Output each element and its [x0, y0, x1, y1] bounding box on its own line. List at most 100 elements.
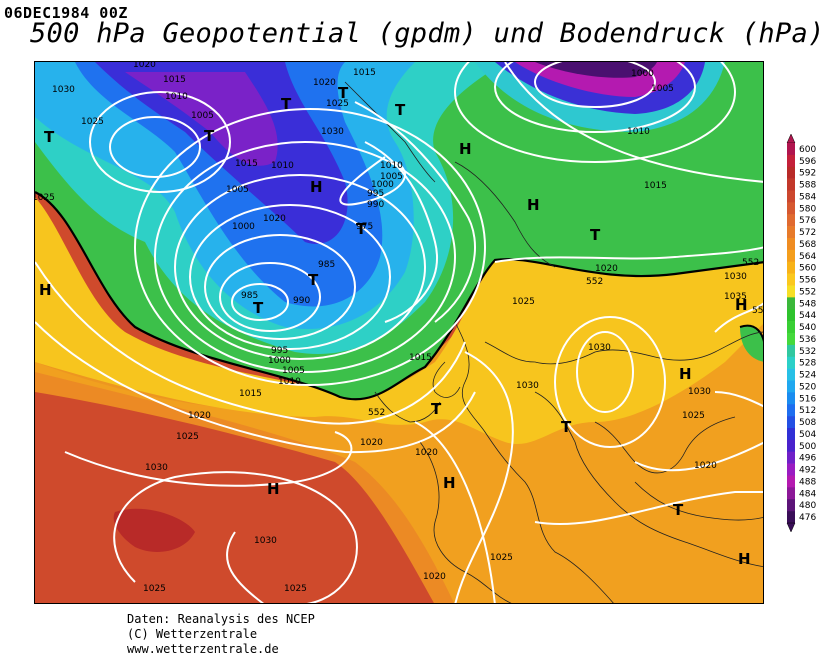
isohypse-label: 552 [742, 258, 759, 268]
geopotential-fill-hot-core [113, 508, 195, 552]
low-pressure-marker: T [395, 101, 406, 119]
credit-data-source: Daten: Reanalysis des NCEP [127, 612, 315, 626]
high-pressure-marker: H [738, 550, 751, 568]
isobar-label: 1015 [353, 68, 376, 78]
colorbar-tick-label: 492 [799, 466, 816, 476]
colorbar-tick-label: 548 [799, 299, 816, 309]
low-pressure-marker: T [590, 226, 601, 244]
isobar-label: 1025 [284, 584, 307, 594]
colorbar-swatch [787, 309, 795, 322]
colorbar-swatch [787, 238, 795, 251]
colorbar-swatch [787, 344, 795, 358]
colorbar-swatch [787, 333, 795, 346]
colorbar-swatch [787, 416, 795, 429]
isobar-label: 1030 [724, 272, 747, 282]
isobar-label: 1025 [176, 432, 199, 442]
isobar-label: 1000 [232, 222, 255, 232]
colorbar-swatch [787, 511, 795, 524]
weather-map: 552 552 552 552 1015 1030 1025 1010 1005… [34, 61, 764, 604]
isobar-label: 1010 [380, 161, 403, 171]
isobar-label: 1010 [627, 127, 650, 137]
isobar-label: 1020 [360, 438, 383, 448]
low-pressure-marker: T [253, 299, 264, 317]
isobar-label: 990 [367, 200, 384, 210]
geopotential-fill-east-green [740, 325, 763, 362]
colorbar-tick-label: 496 [799, 454, 816, 464]
colorbar-swatch [787, 428, 795, 441]
isohypse-label: 552 [368, 408, 385, 418]
high-pressure-marker: H [443, 474, 456, 492]
isobar-label: 995 [271, 346, 288, 356]
colorbar-tick-label: 528 [799, 359, 816, 369]
isobar-label: 1000 [371, 180, 394, 190]
colorbar-swatch [787, 261, 795, 274]
colorbar-swatch [787, 475, 795, 488]
colorbar-swatch [787, 285, 795, 298]
isobar-label: 1025 [326, 99, 349, 109]
isobar-label: 975 [356, 222, 373, 232]
isobar-label: 1000 [268, 356, 291, 366]
colorbar-swatch [787, 154, 795, 168]
colorbar-tick-label: 552 [799, 287, 816, 297]
isobar-label: 1010 [278, 377, 301, 387]
isobar-labels: 1015 1030 1025 1010 1005 1020 1025 1015 … [35, 62, 747, 594]
isobar-label: 1015 [163, 75, 186, 85]
isobar-label: 1020 [188, 411, 211, 421]
colorbar-swatch [787, 463, 795, 476]
high-pressure-marker: H [310, 178, 323, 196]
colorbar-tick-label: 532 [799, 347, 816, 357]
isobar-label: 1015 [235, 159, 258, 169]
colorbar-tick-label: 520 [799, 382, 816, 392]
low-pressure-marker: T [431, 400, 442, 418]
isobar-label: 1025 [35, 193, 55, 203]
colorbar-swatch [787, 190, 795, 203]
colorbar-tick-label: 536 [799, 335, 816, 345]
geopotential-fill-purple [125, 72, 278, 166]
credit-copyright: (C) Wetterzentrale [127, 627, 258, 641]
colorbar-swatch [787, 487, 795, 500]
high-pressure-marker: H [267, 480, 280, 498]
isobar-label: 1030 [516, 381, 539, 391]
colorbar-swatch [787, 451, 795, 464]
isobar-label: 1015 [644, 181, 667, 191]
isobar-label: 1025 [143, 584, 166, 594]
colorbar-tick-label: 480 [799, 501, 816, 511]
isobar-label: 1005 [380, 172, 403, 182]
colorbar-tick-label: 508 [799, 418, 816, 428]
pressure-centers: T T T T T T T T T T T T H H H H H H H H [39, 84, 751, 568]
isobar-label: 990 [293, 296, 310, 306]
colorbar-swatch [787, 178, 795, 191]
isobar-label: 1030 [688, 387, 711, 397]
isobar-label: 1015 [409, 353, 432, 363]
isobar-label: 1025 [81, 117, 104, 127]
isobar-label: 1020 [133, 62, 156, 70]
isobars [35, 62, 763, 603]
isobar-label: 1005 [191, 111, 214, 121]
colorbar-tick-label: 540 [799, 323, 816, 333]
chart-title: 500 hPa Geopotential (gpdm) und Bodendru… [30, 18, 823, 49]
coastlines [344, 81, 763, 603]
colorbar-top-arrow [786, 133, 796, 144]
low-pressure-marker: T [561, 418, 572, 436]
low-pressure-marker: T [673, 501, 684, 519]
isobar-label: 1030 [145, 463, 168, 473]
isobar-label: 1005 [226, 185, 249, 195]
colorbar-swatch [787, 166, 795, 179]
colorbar-tick-label: 592 [799, 169, 816, 179]
colorbar-tick-label: 544 [799, 311, 816, 321]
low-pressure-marker: T [356, 220, 367, 238]
colorbar-swatch [787, 321, 795, 334]
credit-website: www.wetterzentrale.de [127, 642, 279, 656]
low-pressure-marker: T [204, 127, 215, 145]
colorbar-tick-label: 568 [799, 240, 816, 250]
colorbar-swatch [787, 202, 795, 215]
chart-date: 06DEC1984 00Z [4, 4, 128, 22]
colorbar-tick-label: 484 [799, 489, 816, 499]
colorbar-swatch [787, 273, 795, 286]
colorbar-tick-label: 476 [799, 513, 816, 523]
data-credits: Daten: Reanalysis des NCEP (C) Wetterzen… [127, 612, 315, 657]
isobar-label: 1025 [682, 411, 705, 421]
isobar-label: 1000 [631, 69, 654, 79]
isobar-label: 1020 [595, 264, 618, 274]
